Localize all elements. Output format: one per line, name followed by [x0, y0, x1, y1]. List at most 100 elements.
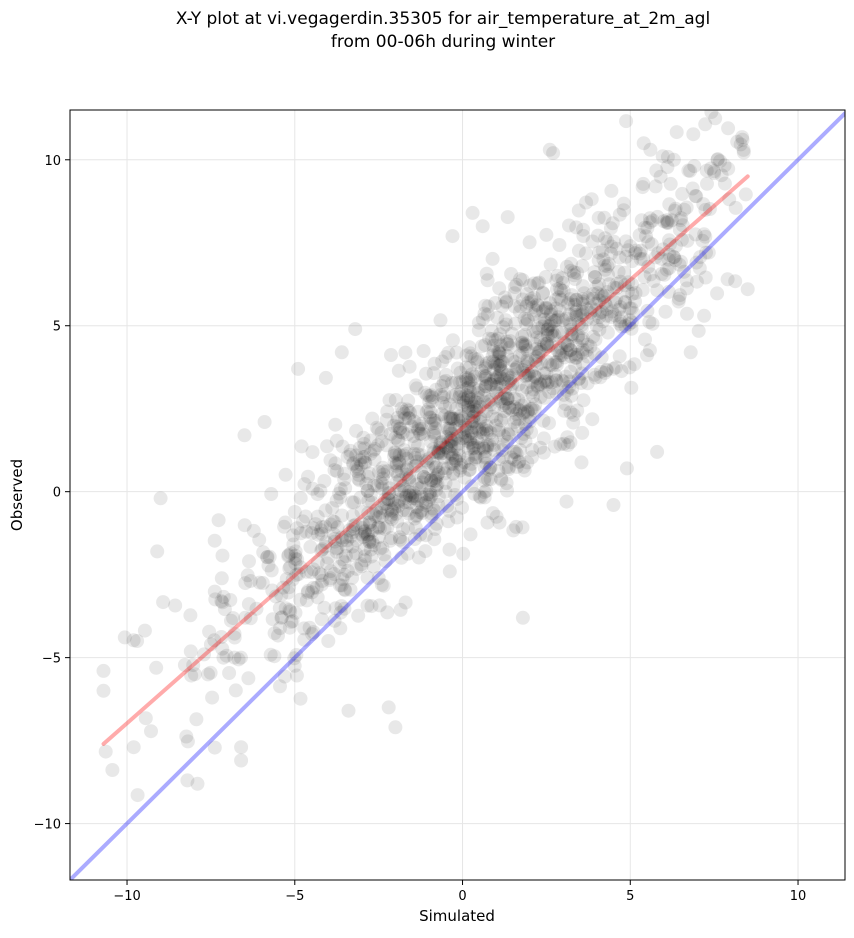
scatter-point [366, 559, 381, 574]
scatter-point [466, 410, 481, 425]
scatter-point [563, 405, 578, 420]
scatter-point [613, 274, 628, 289]
scatter-point [317, 600, 332, 615]
scatter-point [493, 358, 508, 373]
scatter-point [277, 669, 292, 684]
scatter-point [332, 578, 347, 593]
scatter-point [619, 461, 634, 476]
scatter-point [371, 519, 386, 534]
scatter-point [464, 424, 479, 439]
scatter-point [279, 572, 294, 587]
scatter-point [233, 650, 248, 665]
scatter-point [257, 415, 272, 429]
scatter-point [438, 400, 453, 414]
scatter-point [487, 442, 502, 457]
scatter-point [560, 438, 575, 452]
scatter-point [495, 299, 510, 314]
scatter-point [673, 288, 687, 303]
scatter-point [402, 470, 417, 485]
scatter-point [622, 360, 637, 375]
scatter-point [496, 437, 511, 452]
scatter-point [377, 521, 392, 536]
scatter-point [496, 320, 511, 335]
scatter-point [681, 163, 696, 178]
scatter-point [343, 447, 358, 462]
scatter-point [400, 521, 415, 536]
scatter-point [403, 406, 418, 420]
scatter-point [588, 370, 603, 385]
scatter-point [597, 288, 612, 303]
scatter-point [536, 413, 551, 428]
scatter-point [382, 486, 396, 500]
scatter-point [648, 250, 663, 265]
scatter-point [462, 340, 477, 355]
scatter-point [523, 278, 538, 293]
scatter-point [493, 327, 508, 342]
scatter-point [536, 304, 550, 319]
scatter-point [404, 419, 419, 434]
scatter-point [544, 338, 559, 353]
scatter-point [277, 519, 292, 534]
scatter-point [445, 333, 460, 348]
scatter-point [352, 441, 367, 455]
scatter-point [409, 509, 424, 523]
scatter-point [144, 724, 158, 739]
scatter-point [392, 447, 407, 462]
scatter-point [309, 580, 324, 595]
scatter-point [392, 421, 407, 436]
scatter-point [641, 234, 656, 249]
scatter-point [679, 281, 694, 296]
scatter-point [240, 568, 255, 583]
scatter-point [390, 410, 405, 425]
scatter-point [441, 514, 456, 529]
scatter-point [667, 203, 682, 218]
scatter-point [475, 312, 490, 327]
scatter-point [410, 447, 425, 462]
scatter-point [707, 164, 721, 179]
scatter-point [457, 395, 471, 410]
scatter-point [357, 524, 372, 539]
scatter-point [568, 304, 583, 319]
scatter-point [533, 343, 548, 357]
scatter-point [561, 297, 576, 312]
scatter-point [714, 168, 729, 183]
scatter-point [485, 348, 500, 363]
scatter-point [499, 294, 514, 309]
scatter-point [400, 427, 415, 442]
scatter-point [470, 391, 485, 406]
scatter-point [408, 378, 423, 393]
scatter-point [564, 322, 579, 337]
scatter-point [576, 222, 591, 237]
scatter-point [332, 559, 347, 574]
scatter-point [388, 393, 403, 407]
scatter-point [594, 350, 609, 365]
scatter-point [438, 484, 453, 499]
scatter-point [435, 446, 450, 461]
scatter-point [496, 398, 511, 412]
scatter-point [375, 477, 390, 491]
scatter-point [503, 373, 517, 388]
scatter-point [486, 344, 501, 359]
scatter-point [490, 371, 505, 386]
scatter-point [636, 176, 651, 191]
scatter-point [469, 403, 484, 418]
scatter-point [493, 391, 508, 406]
scatter-point [491, 463, 506, 478]
scatter-point [285, 572, 300, 587]
scatter-point [445, 229, 460, 244]
scatter-point [416, 344, 431, 358]
scatter-point [374, 577, 389, 592]
scatter-point [398, 345, 413, 360]
scatter-point [710, 286, 725, 301]
scatter-point [130, 788, 145, 803]
scatter-point [513, 403, 527, 418]
scatter-point [428, 471, 443, 486]
scatter-point [545, 358, 560, 373]
scatter-point [524, 425, 539, 440]
scatter-point [628, 246, 643, 261]
scatter-point [592, 322, 607, 337]
scatter-point [562, 218, 576, 233]
scatter-point [334, 530, 349, 545]
scatter-point [643, 215, 658, 230]
scatter-point [391, 499, 406, 513]
